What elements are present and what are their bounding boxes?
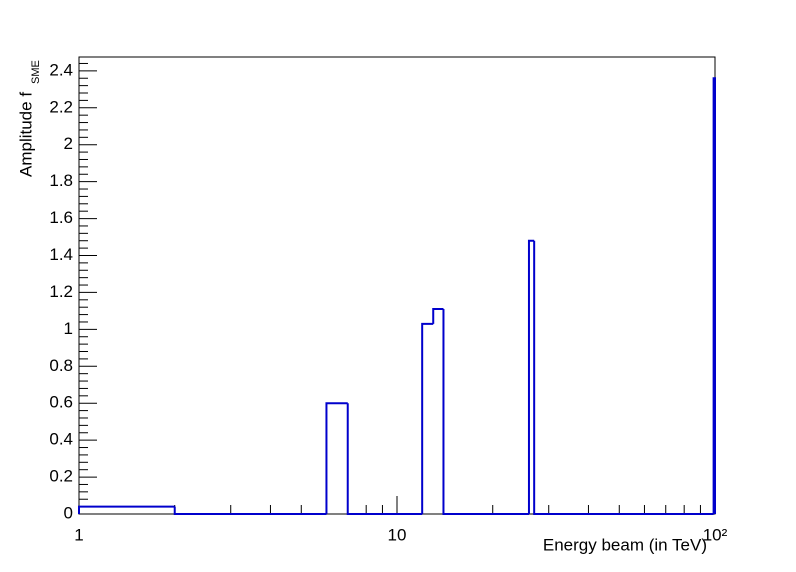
histogram-bin [432,308,444,324]
plot-frame [78,56,716,515]
y-tick-label: 2.4 [49,60,73,79]
histogram-bin [442,309,529,515]
y-axis-title: Amplitude f SME [16,60,41,177]
y-axis-title-main: Amplitude f [16,92,35,177]
histogram-bin [533,240,714,515]
y-tick-label: 0.4 [49,430,73,449]
histogram-bin [421,322,434,514]
y-tick-label: 1 [64,319,73,338]
histogram-bin [712,77,716,514]
histogram-bin [173,506,327,515]
x-tick-label: 1 [74,525,83,544]
y-tick-label: 2.2 [49,97,73,116]
histogram-bin [78,505,175,514]
y-tick-label: 1.6 [49,208,73,227]
y-axis-title-subscript: SME [30,60,42,84]
y-tick-label: 1.2 [49,282,73,301]
y-tick-label: 0.8 [49,356,73,375]
x-tick-label: 10 [388,525,407,544]
y-tick-label: 2 [64,134,73,153]
histogram-bin [346,403,423,515]
x-axis-title: Energy beam (in TeV) [543,535,707,554]
histogram-bin [527,239,535,514]
x-tick-label: 10² [703,525,728,544]
histogram-bin [325,402,348,514]
y-tick-label: 1.4 [49,245,73,264]
y-tick-label: 1.8 [49,171,73,190]
y-tick-label: 0.2 [49,467,73,486]
y-tick-label: 0 [64,503,73,522]
y-tick-label: 0.6 [49,393,73,412]
